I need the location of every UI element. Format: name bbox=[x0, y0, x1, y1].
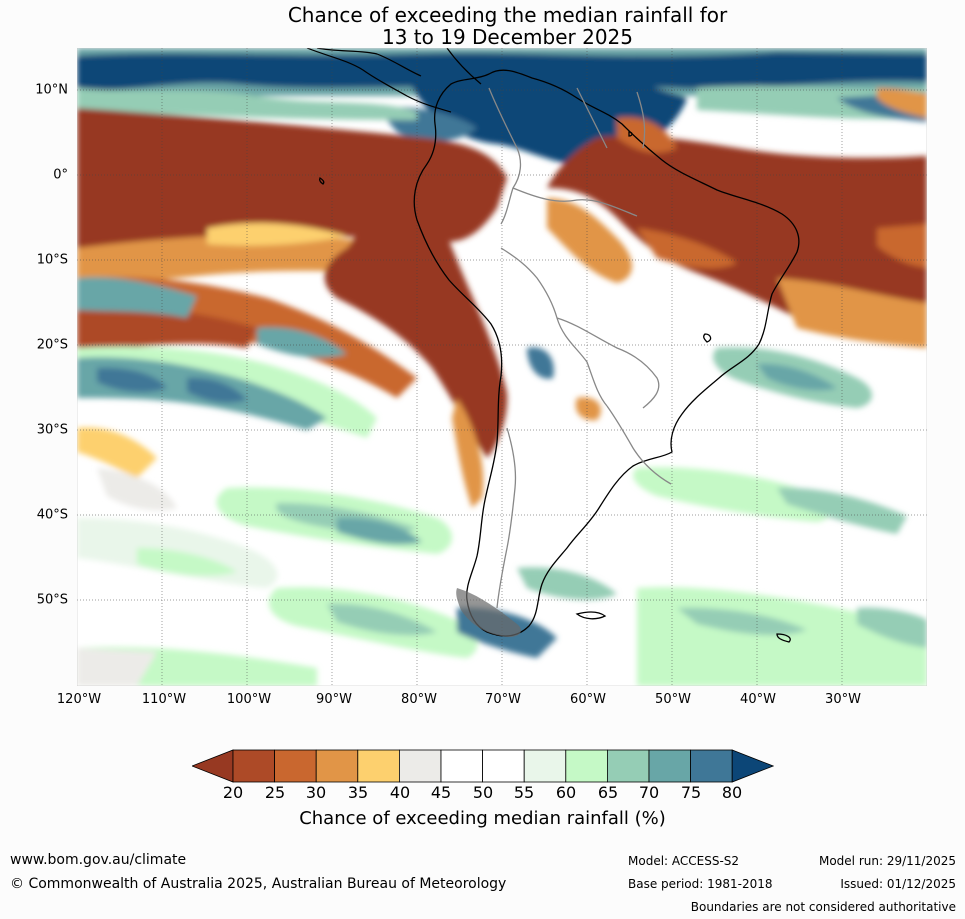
colorbar-tick: 75 bbox=[680, 783, 702, 802]
model-text: Model: ACCESS-S2 bbox=[628, 854, 740, 868]
lon-label-90w: 90°W bbox=[316, 692, 352, 707]
rainfall-map bbox=[77, 48, 927, 686]
colorbar-cells bbox=[192, 749, 774, 783]
lon-label-40w: 40°W bbox=[740, 692, 776, 707]
south-america-coastline bbox=[413, 69, 800, 637]
tierra-del-fuego bbox=[456, 588, 522, 638]
colorbar-cell bbox=[648, 749, 691, 783]
islands bbox=[318, 131, 791, 643]
website-link[interactable]: www.bom.gov.au/climate bbox=[10, 852, 187, 868]
colorbar-tick: 25 bbox=[264, 783, 286, 802]
colorbar-cell bbox=[315, 749, 359, 783]
lon-label-80w: 80°W bbox=[401, 692, 437, 707]
colorbar-tick: 30 bbox=[305, 783, 327, 802]
colorbar-cell bbox=[690, 749, 733, 783]
colorbar-extend-high bbox=[731, 749, 774, 783]
lon-label-60w: 60°W bbox=[570, 692, 606, 707]
lon-label-50w: 50°W bbox=[655, 692, 691, 707]
lon-label-70w: 70°W bbox=[485, 692, 521, 707]
colorbar-extend-low bbox=[192, 749, 234, 783]
colorbar-tick: 65 bbox=[597, 783, 619, 802]
lon-label-110w: 110°W bbox=[141, 692, 187, 707]
copyright-text: © Commonwealth of Australia 2025, Austra… bbox=[10, 876, 507, 892]
central-america-coastline bbox=[306, 48, 482, 113]
lat-label-40s: 40°S bbox=[36, 507, 68, 523]
lat-label-10n: 10°N bbox=[35, 82, 68, 98]
colorbar-tick: 60 bbox=[555, 783, 577, 802]
disclaimer-text: Boundaries are not considered authoritat… bbox=[690, 900, 956, 914]
colorbar-cell bbox=[565, 749, 608, 783]
lon-label-30w: 30°W bbox=[825, 692, 861, 707]
colorbar-cell bbox=[357, 749, 400, 783]
title-line-1: Chance of exceeding the median rainfall … bbox=[287, 3, 728, 27]
lon-label-100w: 100°W bbox=[226, 692, 272, 707]
national-borders bbox=[488, 87, 672, 609]
colorbar-cell bbox=[606, 749, 650, 783]
base-period-text: Base period: 1981-2018 bbox=[628, 877, 773, 891]
lat-label-10s: 10°S bbox=[36, 252, 68, 268]
colorbar bbox=[192, 749, 774, 783]
colorbar-cell bbox=[523, 749, 567, 783]
model-run-text: Model run: 29/11/2025 bbox=[818, 854, 956, 868]
colorbar-cell bbox=[482, 749, 525, 783]
colorbar-tick: 20 bbox=[222, 783, 244, 802]
colorbar-cell bbox=[440, 749, 483, 783]
colorbar-tick: 45 bbox=[430, 783, 452, 802]
colorbar-tick: 40 bbox=[389, 783, 411, 802]
colorbar-tick: 80 bbox=[721, 783, 743, 802]
graticule bbox=[77, 48, 927, 686]
title-line-2: 13 to 19 December 2025 bbox=[381, 25, 633, 49]
colorbar-tick: 35 bbox=[347, 783, 369, 802]
lat-label-20s: 20°S bbox=[36, 337, 68, 353]
colorbar-tick: 55 bbox=[513, 783, 535, 802]
colorbar-tick: 70 bbox=[638, 783, 660, 802]
lat-label-30s: 30°S bbox=[36, 422, 68, 438]
colorbar-label: Chance of exceeding median rainfall (%) bbox=[299, 808, 666, 829]
map-title: Chance of exceeding the median rainfall … bbox=[0, 4, 965, 48]
colorbar-cell bbox=[274, 749, 317, 783]
lat-label-0: 0° bbox=[53, 167, 68, 183]
issued-text: Issued: 01/12/2025 bbox=[840, 877, 956, 891]
lon-label-120w: 120°W bbox=[56, 692, 102, 707]
lat-label-50s: 50°S bbox=[36, 592, 68, 608]
colorbar-cell bbox=[232, 749, 275, 783]
colorbar-tick: 50 bbox=[472, 783, 494, 802]
colorbar-cell bbox=[398, 749, 442, 783]
